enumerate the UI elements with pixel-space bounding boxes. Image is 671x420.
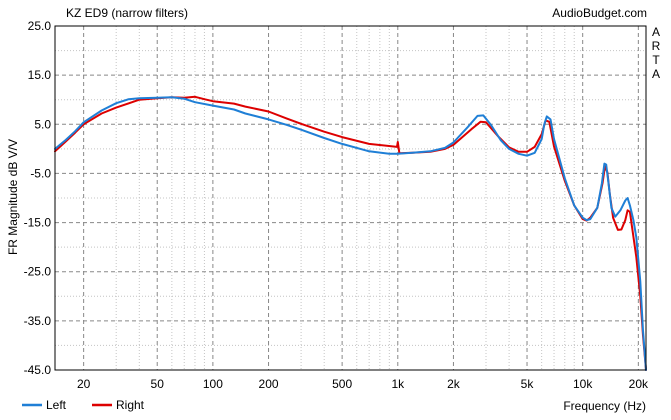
x-tick-label: 200 [259,377,279,391]
y-tick-label: -25.0 [24,265,52,279]
side-label-letter: A [652,25,660,39]
y-tick-label: -45.0 [24,363,52,377]
x-tick-label: 500 [332,377,352,391]
y-tick-labels: 25.0 15.0 5.0 -5.0 -15.0 -25.0 -35.0 -45.0 [24,19,52,377]
y-tick-label: -35.0 [24,314,52,328]
y-tick-label: -15.0 [24,216,52,230]
y-axis-label: FR Magnitude dB V/V [6,139,20,255]
side-label-letter: T [652,53,660,67]
y-tick-label: 25.0 [28,19,52,33]
x-tick-label: 5k [521,377,535,391]
x-tick-label: 1k [391,377,405,391]
x-tick-label: 20k [629,377,649,391]
legend: Left Right [22,398,145,412]
x-tick-label: 50 [151,377,165,391]
x-tick-label: 100 [203,377,223,391]
series-layer [54,95,647,371]
x-tick-label: 2k [447,377,461,391]
legend-label-left: Left [46,398,67,412]
side-label-letter: A [652,67,660,81]
x-tick-label: 10k [573,377,593,391]
plot-frame [54,25,647,371]
y-tick-label: -5.0 [30,166,51,180]
grid [55,25,646,371]
series-line-left [54,96,647,371]
legend-label-right: Right [116,398,145,412]
series-line-right [54,95,647,371]
y-tick-label: 15.0 [28,68,52,82]
side-label-letter: R [652,39,661,53]
y-tick-label: 5.0 [34,117,51,131]
x-axis-label: Frequency (Hz) [563,399,646,413]
x-tick-label: 20 [77,377,91,391]
watermark-label: AudioBudget.com [552,6,647,20]
chart-title: KZ ED9 (narrow filters) [66,6,188,20]
x-tick-labels: 20 50 100 200 500 1k 2k 5k 10k 20k [77,377,649,391]
